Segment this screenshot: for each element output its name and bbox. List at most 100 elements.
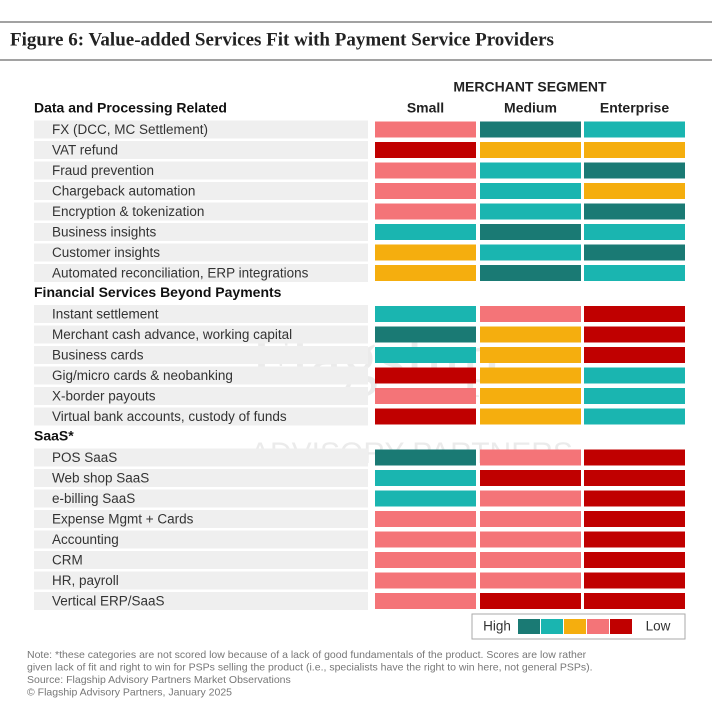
row-band (34, 223, 368, 241)
heat-cell (375, 511, 476, 527)
heat-cell (584, 203, 685, 220)
column-header: Small (407, 100, 444, 116)
row-band (34, 161, 368, 180)
row-label: X-border payouts (52, 389, 156, 404)
heat-cell (584, 593, 685, 609)
heat-cell (480, 162, 581, 179)
heat-cell (375, 265, 476, 281)
row-label: Fraud prevention (52, 163, 154, 178)
heat-cell (480, 203, 581, 220)
heat-cell (480, 367, 581, 384)
heat-cell (375, 183, 476, 199)
heat-cell (480, 121, 581, 138)
row-label: Encryption & tokenization (52, 204, 204, 219)
row-label: Expense Mgmt + Cards (52, 512, 194, 527)
row-band (34, 510, 368, 528)
heat-cell (480, 470, 581, 486)
heat-cell (375, 224, 476, 240)
heat-cell (584, 265, 685, 281)
legend-swatch (587, 619, 609, 634)
heat-cell (480, 183, 581, 199)
heat-cell (584, 572, 685, 589)
heat-cell (584, 552, 685, 568)
row-band (34, 489, 368, 508)
row-band (34, 325, 368, 344)
note: Note: *these categories are not scored l… (27, 649, 587, 661)
legend-swatch (564, 619, 586, 634)
row-label: Virtual bank accounts, custody of funds (52, 409, 287, 424)
legend-swatch (610, 619, 632, 634)
section-header: Financial Services Beyond Payments (34, 284, 282, 300)
heat-cell (584, 388, 685, 404)
row-band (34, 141, 368, 159)
heat-cell (375, 347, 476, 363)
heat-cell (375, 203, 476, 220)
heat-cell (584, 142, 685, 158)
heat-cell (480, 572, 581, 589)
heat-cell (584, 347, 685, 363)
row-label: Business cards (52, 348, 144, 363)
heat-cell (584, 367, 685, 384)
heat-cell (375, 388, 476, 404)
row-label: CRM (52, 553, 83, 568)
row-band (34, 120, 368, 139)
row-label: VAT refund (52, 143, 118, 158)
heat-cell (480, 244, 581, 261)
heat-cell (375, 531, 476, 548)
note: Source: Flagship Advisory Partners Marke… (27, 674, 291, 686)
heat-cell (584, 531, 685, 548)
heat-cell (375, 326, 476, 343)
row-band (34, 366, 368, 385)
heat-cell (584, 449, 685, 466)
heat-cell (584, 121, 685, 138)
row-band (34, 387, 368, 405)
heat-cell (375, 449, 476, 466)
row-label: POS SaaS (52, 450, 117, 465)
row-label: Accounting (52, 532, 119, 547)
heat-cell (480, 388, 581, 404)
heat-cell (480, 531, 581, 548)
row-band (34, 243, 368, 262)
section-header: Data and Processing Related (34, 100, 227, 116)
heat-cell (480, 306, 581, 322)
heat-cell (584, 162, 685, 179)
heat-cell (584, 511, 685, 527)
heat-cell (480, 265, 581, 281)
row-band (34, 571, 368, 590)
heat-cell (375, 552, 476, 568)
heat-cell (375, 121, 476, 138)
heat-cell (375, 367, 476, 384)
row-label: e-billing SaaS (52, 491, 135, 506)
heat-cell (480, 552, 581, 568)
legend-high: High (483, 619, 511, 634)
row-band (34, 346, 368, 364)
legend-swatch (541, 619, 563, 634)
heat-cell (375, 470, 476, 486)
heat-cell (375, 244, 476, 261)
row-band (34, 407, 368, 426)
row-band (34, 469, 368, 487)
column-header: Medium (504, 100, 557, 116)
heat-cell (584, 470, 685, 486)
heat-cell (480, 326, 581, 343)
legend-low: Low (646, 619, 671, 634)
heat-cell (480, 511, 581, 527)
heat-cell (375, 490, 476, 507)
row-label: HR, payroll (52, 573, 119, 588)
column-group: MERCHANT SEGMENT (453, 79, 607, 95)
heat-cell (584, 224, 685, 240)
row-band (34, 448, 368, 467)
row-label: Merchant cash advance, working capital (52, 327, 292, 342)
row-label: Web shop SaaS (52, 471, 149, 486)
heat-cell (480, 593, 581, 609)
note: © Flagship Advisory Partners, January 20… (27, 686, 232, 698)
row-label: Gig/micro cards & neobanking (52, 368, 233, 383)
row-label: Business insights (52, 225, 157, 240)
heat-cell (480, 408, 581, 425)
heat-cell (480, 490, 581, 507)
row-band (34, 530, 368, 549)
heat-cell (584, 408, 685, 425)
heat-cell (375, 572, 476, 589)
heat-cell (584, 306, 685, 322)
